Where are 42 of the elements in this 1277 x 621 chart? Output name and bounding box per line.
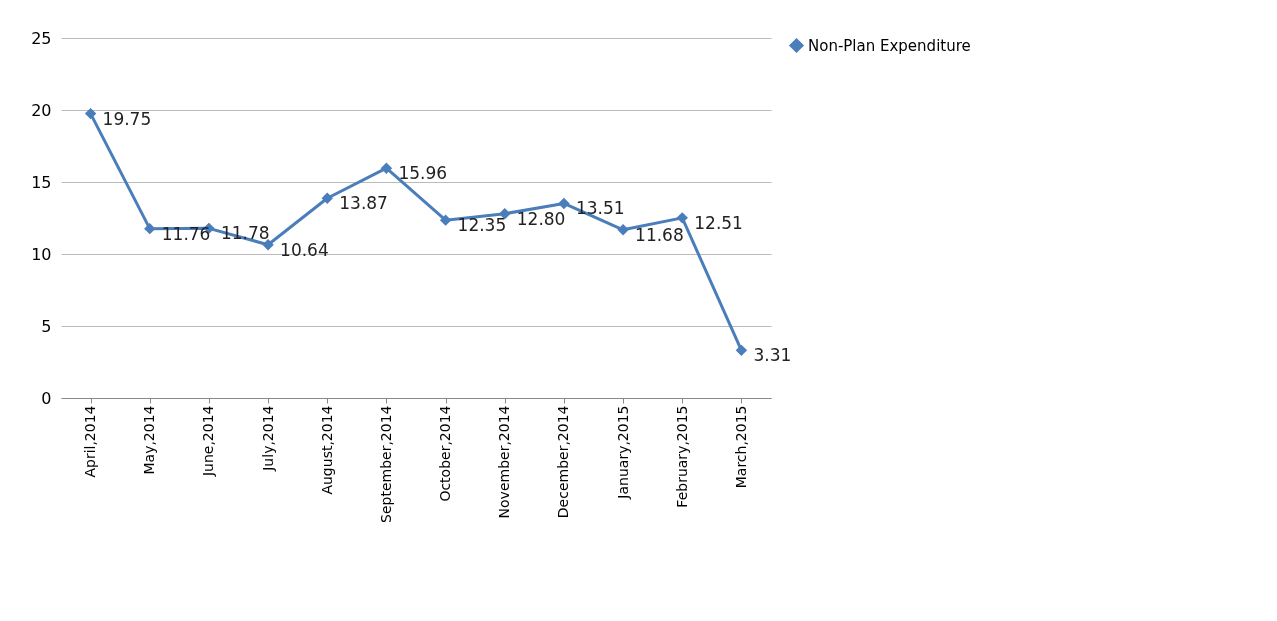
point [144,222,156,235]
data-label: 3.31 [753,345,792,366]
data-label: 13.87 [339,193,388,214]
point [321,192,333,204]
point [735,344,748,357]
x-tick-label: September,2014 [377,405,394,523]
y-tick-label: 10 [31,244,52,264]
data-label: 13.51 [575,198,625,219]
data-label: 11.76 [161,223,211,244]
data-label: 10.64 [280,239,329,260]
y-tick-label: 20 [31,100,52,120]
point [262,239,274,251]
data-label: 19.75 [102,108,152,129]
x-tick-label: October,2014 [437,405,454,502]
x-tick-label: June,2014 [200,405,217,478]
data-label: 12.80 [516,208,566,229]
point [676,212,688,224]
x-tick-label: December,2014 [555,405,572,519]
point [617,224,629,236]
x-tick-label: February,2015 [673,405,690,508]
data-label: 11.78 [220,223,270,244]
x-tick-label: May,2014 [141,405,158,475]
data-label: 12.35 [457,215,507,236]
y-tick-label: 0 [41,388,52,408]
y-tick-label: 15 [31,172,52,192]
data-label: 12.51 [694,212,743,233]
data-label: 11.68 [635,224,684,245]
legend-label: Non-Plan Expenditure [808,36,971,55]
point [84,107,97,120]
y-tick-label: 25 [31,28,52,48]
x-tick-label: January,2015 [614,405,631,500]
x-tick-label: March,2015 [732,405,749,489]
point [558,197,570,210]
x-tick-label: November,2014 [496,405,513,519]
data-label: 15.96 [398,163,448,184]
x-tick-label: August,2014 [318,405,335,495]
y-tick-label: 5 [41,316,52,336]
point [499,207,511,220]
point [439,214,452,226]
point [380,162,393,174]
x-tick-label: April,2014 [82,405,99,478]
x-tick-label: July,2014 [259,405,276,472]
